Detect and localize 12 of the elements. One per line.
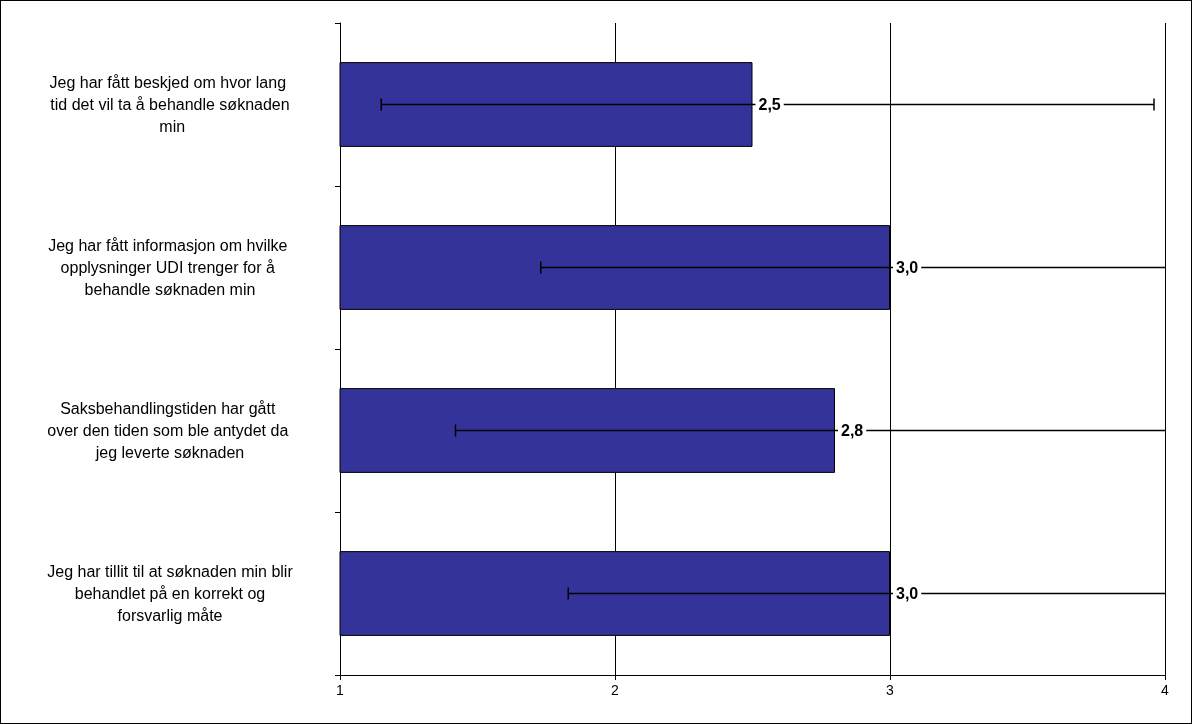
x-tick-label: 2 (611, 682, 620, 698)
data-label: 3,0 (896, 259, 919, 276)
y-tick-label: Saksbehandlingstiden har gått over den tiden som ble antydet da jeg leverte søknaden (47, 400, 293, 461)
x-tick-label: 4 (1161, 682, 1170, 698)
x-tick-label: 1 (336, 682, 345, 698)
data-label: 3,0 (896, 585, 919, 602)
x-tick-label: 3 (886, 682, 895, 698)
y-tick-label: Jeg har fått informasjon om hvilke opplysninger UDI trenger for å behandle søknaden min (48, 237, 292, 298)
y-tick-label: Jeg har fått beskjed om hvor lang tid det vil ta å behandle søknaden min (49, 74, 291, 135)
data-label: 2,5 (758, 96, 781, 113)
y-tick-label: Jeg har tillit til at søknaden min blir behandlet på en korrekt og forsvarlig måte (47, 563, 294, 624)
data-label: 2,8 (841, 422, 864, 439)
